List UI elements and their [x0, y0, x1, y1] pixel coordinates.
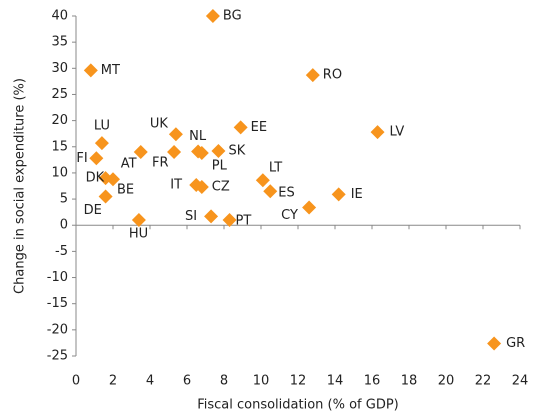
- point: [89, 151, 104, 166]
- point-label: GR: [506, 336, 525, 351]
- point-label: LU: [94, 119, 110, 134]
- x-tick-label: 20: [438, 374, 455, 389]
- point: [305, 68, 320, 83]
- point: [204, 209, 219, 224]
- x-tick-label: 10: [253, 374, 270, 389]
- x-tick-label: 2: [109, 374, 117, 389]
- point: [83, 63, 98, 78]
- point-label: DE: [84, 203, 102, 218]
- x-axis-label: Fiscal consolidation (% of GDP): [197, 398, 399, 413]
- point: [205, 9, 220, 23]
- point: [167, 145, 182, 159]
- point-label: PL: [212, 159, 228, 174]
- point: [302, 200, 317, 215]
- point-label: AT: [121, 157, 137, 172]
- point: [233, 120, 248, 135]
- x-tick-label: 12: [290, 374, 307, 389]
- point-label: RO: [323, 68, 342, 83]
- point: [331, 187, 346, 202]
- y-tick-label: 5: [60, 192, 68, 207]
- x-tick-label: 22: [475, 374, 492, 389]
- x-tick-label: 4: [146, 374, 154, 389]
- y-tick-label: -5: [55, 244, 68, 259]
- y-tick-label: 15: [51, 139, 68, 154]
- point: [487, 336, 502, 351]
- point: [194, 146, 209, 161]
- y-tick-label: -20: [47, 322, 68, 337]
- y-tick-label: 0: [60, 218, 68, 233]
- point-label: EE: [251, 120, 267, 135]
- point: [133, 145, 148, 159]
- point-label: ES: [278, 186, 294, 201]
- point: [263, 184, 278, 199]
- point-label: SK: [228, 143, 245, 158]
- point: [131, 213, 146, 227]
- point: [370, 125, 385, 140]
- point-label: LT: [269, 161, 282, 176]
- point: [94, 136, 109, 151]
- x-tick-label: 8: [220, 374, 228, 389]
- point: [222, 213, 237, 227]
- x-tick-label: 6: [183, 374, 191, 389]
- point-label: FR: [152, 156, 169, 171]
- y-tick-label: 20: [51, 113, 68, 128]
- point-label: IT: [170, 177, 182, 192]
- y-tick-label: 10: [51, 165, 68, 180]
- point-label: HU: [129, 227, 148, 242]
- point-label: MT: [101, 63, 120, 78]
- x-tick-label: 16: [364, 374, 381, 389]
- point: [255, 173, 270, 188]
- y-tick-label: 25: [51, 87, 68, 102]
- point-label: BG: [223, 9, 242, 24]
- x-tick-label: 18: [401, 374, 418, 389]
- y-tick-label: 40: [51, 9, 68, 24]
- point-label: LV: [390, 125, 405, 140]
- point-label: CZ: [212, 180, 230, 195]
- y-tick-label: 35: [51, 35, 68, 50]
- point: [194, 180, 209, 195]
- point: [211, 143, 226, 158]
- point-label: BE: [117, 183, 134, 198]
- x-tick-label: 14: [327, 374, 344, 389]
- point-label: UK: [150, 117, 169, 132]
- point-label: IE: [351, 187, 363, 202]
- point: [106, 172, 120, 187]
- point-label: CY: [281, 208, 298, 223]
- point-label: DK: [86, 171, 105, 186]
- point-label: SI: [185, 209, 197, 224]
- y-tick-label: -15: [47, 296, 68, 311]
- point: [98, 189, 113, 204]
- point-label: PT: [236, 214, 252, 229]
- y-axis-label: Change in social expenditure (%): [13, 78, 28, 294]
- y-tick-label: 30: [51, 61, 68, 76]
- point: [168, 127, 183, 142]
- point-label: NL: [189, 129, 207, 144]
- point-label: FI: [76, 151, 87, 166]
- x-tick-label: 0: [72, 374, 80, 389]
- x-tick-label: 24: [512, 374, 529, 389]
- y-tick-label: -25: [47, 349, 68, 364]
- y-tick-label: -10: [47, 270, 68, 285]
